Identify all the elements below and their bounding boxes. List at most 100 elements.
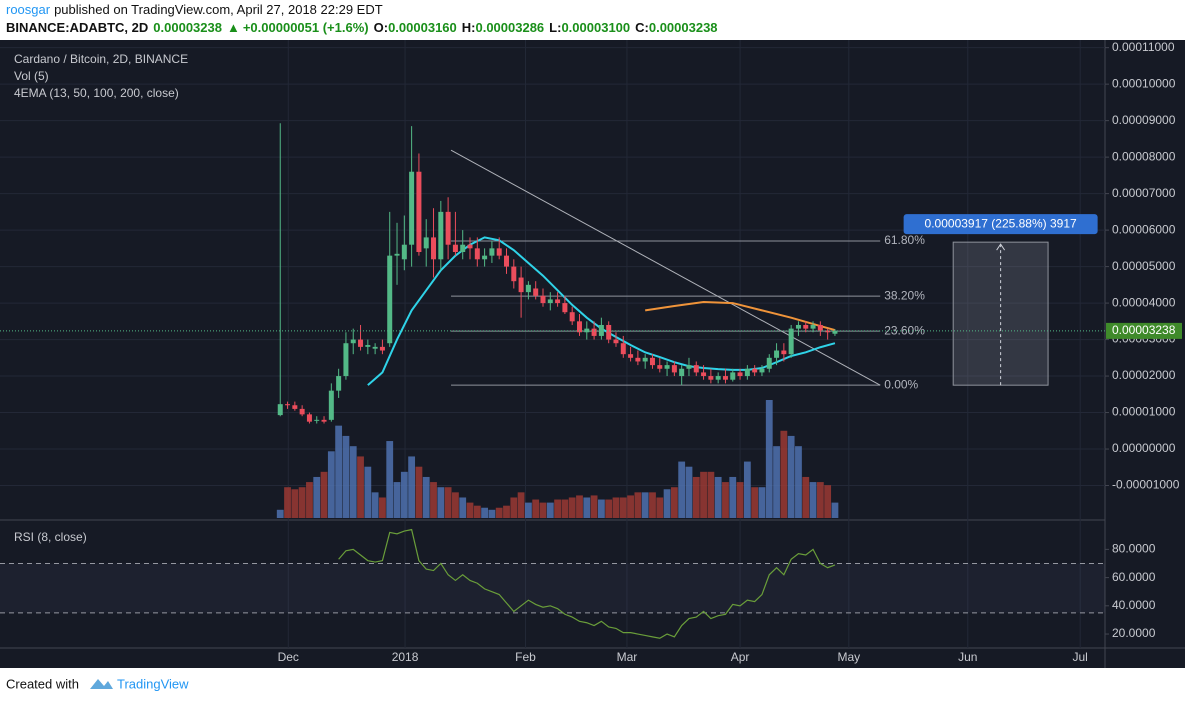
volume-bar [517, 492, 525, 518]
candle-body [781, 350, 787, 355]
candle-body [628, 354, 634, 358]
logo[interactable] [90, 679, 113, 689]
volume-bar [473, 505, 481, 518]
volume-bar [597, 499, 605, 518]
volume-bar [313, 476, 321, 518]
published: published on TradingView.com, April 27, … [54, 2, 383, 17]
candle-body [715, 376, 721, 380]
y-tick-label: 80.0000 [1112, 542, 1156, 556]
fib-label: 0.00% [884, 377, 918, 391]
y-tick-label: 0.00001000 [1112, 405, 1176, 419]
candle-body [788, 328, 794, 355]
candle-body [562, 303, 568, 313]
candle-body [555, 299, 561, 304]
range-label: 0.00003917 (225.88%) 3917 [925, 216, 1077, 230]
volume-bar [444, 487, 452, 518]
volume-bar [641, 492, 649, 518]
candle-body [328, 390, 334, 420]
candle-body [737, 372, 743, 377]
last-price-label: 0.00003238 [1112, 323, 1176, 337]
author[interactable]: roosgar [6, 2, 51, 17]
candle-body [496, 248, 502, 256]
last-price-box [1106, 322, 1182, 339]
volume-bar [809, 482, 817, 518]
candle-body [525, 284, 531, 293]
volume-bar [802, 476, 810, 518]
volume-bar [590, 495, 598, 518]
volume-bar [663, 489, 671, 518]
candle-body [708, 376, 714, 380]
candle-body [540, 295, 546, 304]
candle-body [358, 339, 364, 347]
volume-bar [561, 499, 569, 518]
candle-body [306, 414, 312, 422]
close: 0.00003238 [649, 20, 718, 35]
footer-brand[interactable]: TradingView [117, 676, 189, 691]
volume-bar [524, 502, 532, 518]
y-tick-label: 0.00002000 [1112, 368, 1176, 382]
volume-bar [773, 446, 780, 518]
chart-background [0, 40, 1185, 668]
volume-bar [503, 505, 510, 518]
trendline [450, 149, 881, 386]
candle-body [423, 237, 429, 249]
volume-bar [707, 471, 715, 518]
volume-bar [831, 502, 839, 518]
candle-body [277, 404, 283, 416]
candle-body [343, 343, 349, 377]
y-tick-label: 0.00004000 [1112, 295, 1176, 309]
volume-bar [386, 441, 394, 518]
y-tick-label: 0.00009000 [1112, 113, 1176, 127]
candle-body [511, 266, 517, 282]
volume-bar [612, 497, 620, 518]
volume-bar [393, 482, 401, 518]
volume-bar [320, 471, 328, 518]
volume-bar [634, 492, 642, 518]
volume-bar [700, 471, 707, 518]
candle-body [576, 321, 582, 333]
volume-bar [539, 502, 547, 518]
x-tick-label: May [837, 650, 860, 664]
candle-body [467, 244, 473, 249]
volume-bar [532, 499, 540, 518]
candle-body [686, 365, 692, 369]
volume-bar [605, 499, 613, 518]
volume-bar [765, 400, 773, 518]
volume-bar [306, 482, 313, 518]
candle-body [803, 324, 809, 329]
rsi-band-fill [0, 563, 1105, 613]
x-tick-label: Feb [515, 650, 536, 664]
volume-bar [714, 476, 722, 518]
volume-bar [722, 482, 729, 518]
ema-line [645, 300, 836, 332]
volume-bar [459, 497, 467, 518]
candle-body [504, 255, 510, 267]
y-tick-label: -0.00001000 [1112, 478, 1180, 492]
candle-body [518, 277, 524, 293]
y-tick-label: 0.00011000 [1112, 40, 1175, 54]
candle-body [533, 288, 539, 296]
candle-body [657, 365, 663, 369]
volume-bar [452, 492, 459, 518]
candle-body [810, 324, 816, 329]
footer-created: Created with [6, 676, 79, 691]
candle-body [832, 330, 838, 334]
arrow: ▲ [227, 20, 240, 35]
candle-body [299, 408, 305, 415]
volume-title: Vol (5) [14, 69, 49, 83]
candle-body [759, 368, 765, 373]
volume-bar [488, 509, 496, 518]
volume-bar [583, 497, 591, 518]
range-arrowhead [996, 243, 1006, 251]
volume-bar [430, 482, 437, 518]
volume-bar [408, 456, 416, 518]
candle-body [620, 343, 626, 355]
candle-body [489, 248, 495, 256]
candle-body [606, 324, 612, 340]
candle-body [730, 372, 736, 380]
x-tick-label: Jun [958, 650, 977, 664]
fib-label: 23.60% [884, 323, 925, 337]
rsi-title: RSI (8, close) [14, 530, 87, 544]
